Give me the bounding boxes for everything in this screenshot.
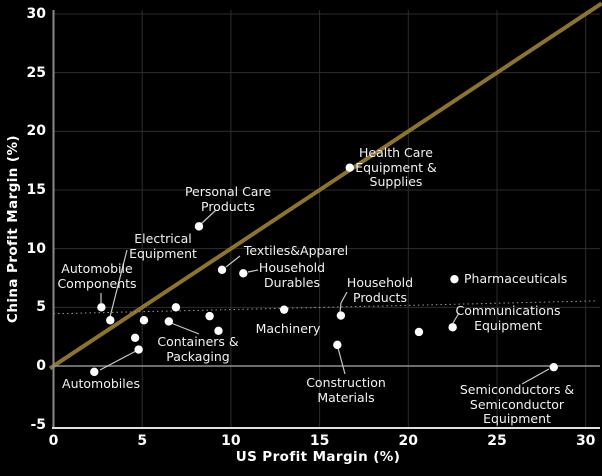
y-tick-label: 15: [26, 182, 46, 198]
data-point: [90, 367, 99, 377]
parity-line: [48, 1, 602, 371]
data-point: [414, 327, 424, 337]
x-tick-label: 10: [221, 433, 241, 449]
y-tick-label: 20: [26, 123, 46, 140]
point-label-line: Construction: [306, 375, 386, 390]
y-tick-label: 5: [36, 299, 46, 316]
x-tick-label: 15: [309, 433, 330, 449]
data-point: [139, 316, 149, 325]
point-label: Household Products: [346, 275, 414, 305]
point-label: Pharmaceuticals: [464, 271, 568, 287]
point-label: Construction Materials: [306, 375, 386, 405]
x-tick-label: 5: [137, 433, 148, 449]
point-label-line: Products: [201, 198, 255, 214]
point-label-line: Equipment: [483, 411, 551, 426]
data-point: [106, 316, 115, 325]
point-label: Communications Equipment: [455, 303, 561, 333]
leader-line: [200, 209, 217, 225]
leader-line: [109, 249, 128, 318]
x-tick-label: 20: [398, 433, 419, 449]
y-tick-label: 25: [26, 64, 46, 81]
point-label-line: Household: [258, 260, 326, 275]
data-point: [450, 274, 459, 284]
leader-line: [225, 255, 241, 268]
leader-line: [339, 291, 348, 314]
point-label: Containers & Packaging: [157, 334, 239, 364]
data-point: [345, 163, 354, 172]
point-label-line: Pharmaceuticals: [464, 271, 568, 286]
data-point: [164, 317, 174, 326]
y-tick-label: 30: [26, 6, 46, 22]
point-label-line: Durables: [264, 274, 320, 290]
point-label: Machinery: [255, 321, 321, 337]
point-label-line: Materials: [317, 389, 375, 405]
point-label: Household Durables: [258, 260, 326, 290]
data-point: [336, 311, 346, 320]
data-point: [217, 265, 227, 274]
y-tick-label: 10: [26, 240, 46, 257]
point-label-line: Household: [346, 275, 414, 290]
leader-line: [170, 322, 200, 335]
data-point: [214, 326, 223, 336]
x-axis-title: US Profit Margin (%): [235, 449, 401, 465]
x-tick-label: 0: [48, 433, 59, 449]
point-label-line: Products: [353, 289, 407, 305]
point-label-line: Equipment &: [355, 159, 437, 175]
point-label-line: Components: [57, 275, 137, 291]
point-label: Electrical Equipment: [129, 231, 197, 261]
data-point: [448, 323, 457, 332]
point-label-line: Textiles&Apparel: [243, 243, 349, 258]
data-point: [171, 303, 181, 312]
point-label-line: Machinery: [255, 321, 321, 336]
point-label-line: Automobile: [61, 261, 133, 276]
y-tick-label: -5: [30, 416, 46, 433]
data-point: [239, 269, 248, 278]
point-label-line: Electrical: [134, 231, 192, 246]
data-point: [134, 345, 143, 354]
point-label-line: Health Care: [359, 145, 433, 160]
data-point: [549, 362, 558, 372]
leader-line: [247, 269, 259, 273]
leader-line: [99, 350, 137, 371]
point-label: Automobile Components: [57, 261, 137, 291]
point-label-line: Semiconductors &: [459, 382, 575, 397]
y-axis-title: China Profit Margin (%): [5, 135, 21, 323]
point-label-line: Containers &: [157, 334, 239, 349]
data-point: [205, 311, 214, 321]
x-tick-label: 30: [575, 433, 596, 449]
leader-line: [452, 312, 460, 324]
data-point: [130, 333, 140, 343]
point-label-line: Semiconductor: [469, 396, 565, 412]
data-point: [279, 305, 289, 314]
point-label: Automobiles: [62, 376, 140, 392]
y-tick-label: 0: [36, 358, 46, 374]
point-label: Health Care Equipment & Supplies: [355, 145, 437, 190]
point-label: Personal Care Products: [184, 184, 272, 214]
point-label: Semiconductors & Semiconductor Equipment: [459, 382, 575, 427]
data-point: [333, 340, 342, 350]
point-label-line: Equipment: [129, 245, 197, 261]
point-label-line: Equipment: [474, 317, 542, 333]
data-point: [97, 303, 106, 312]
point-label-line: Supplies: [369, 174, 423, 189]
point-label-line: Communications: [455, 303, 561, 318]
trend-line: [53, 300, 597, 315]
point-label-line: Personal Care: [184, 184, 272, 199]
leader-line: [337, 347, 346, 375]
leader-line: [521, 368, 550, 385]
point-label-line: Automobiles: [62, 376, 140, 391]
point-label-line: Packaging: [166, 348, 230, 364]
data-point: [194, 222, 204, 231]
x-tick-label: 25: [487, 433, 507, 449]
point-label: Textiles&Apparel: [243, 243, 349, 259]
